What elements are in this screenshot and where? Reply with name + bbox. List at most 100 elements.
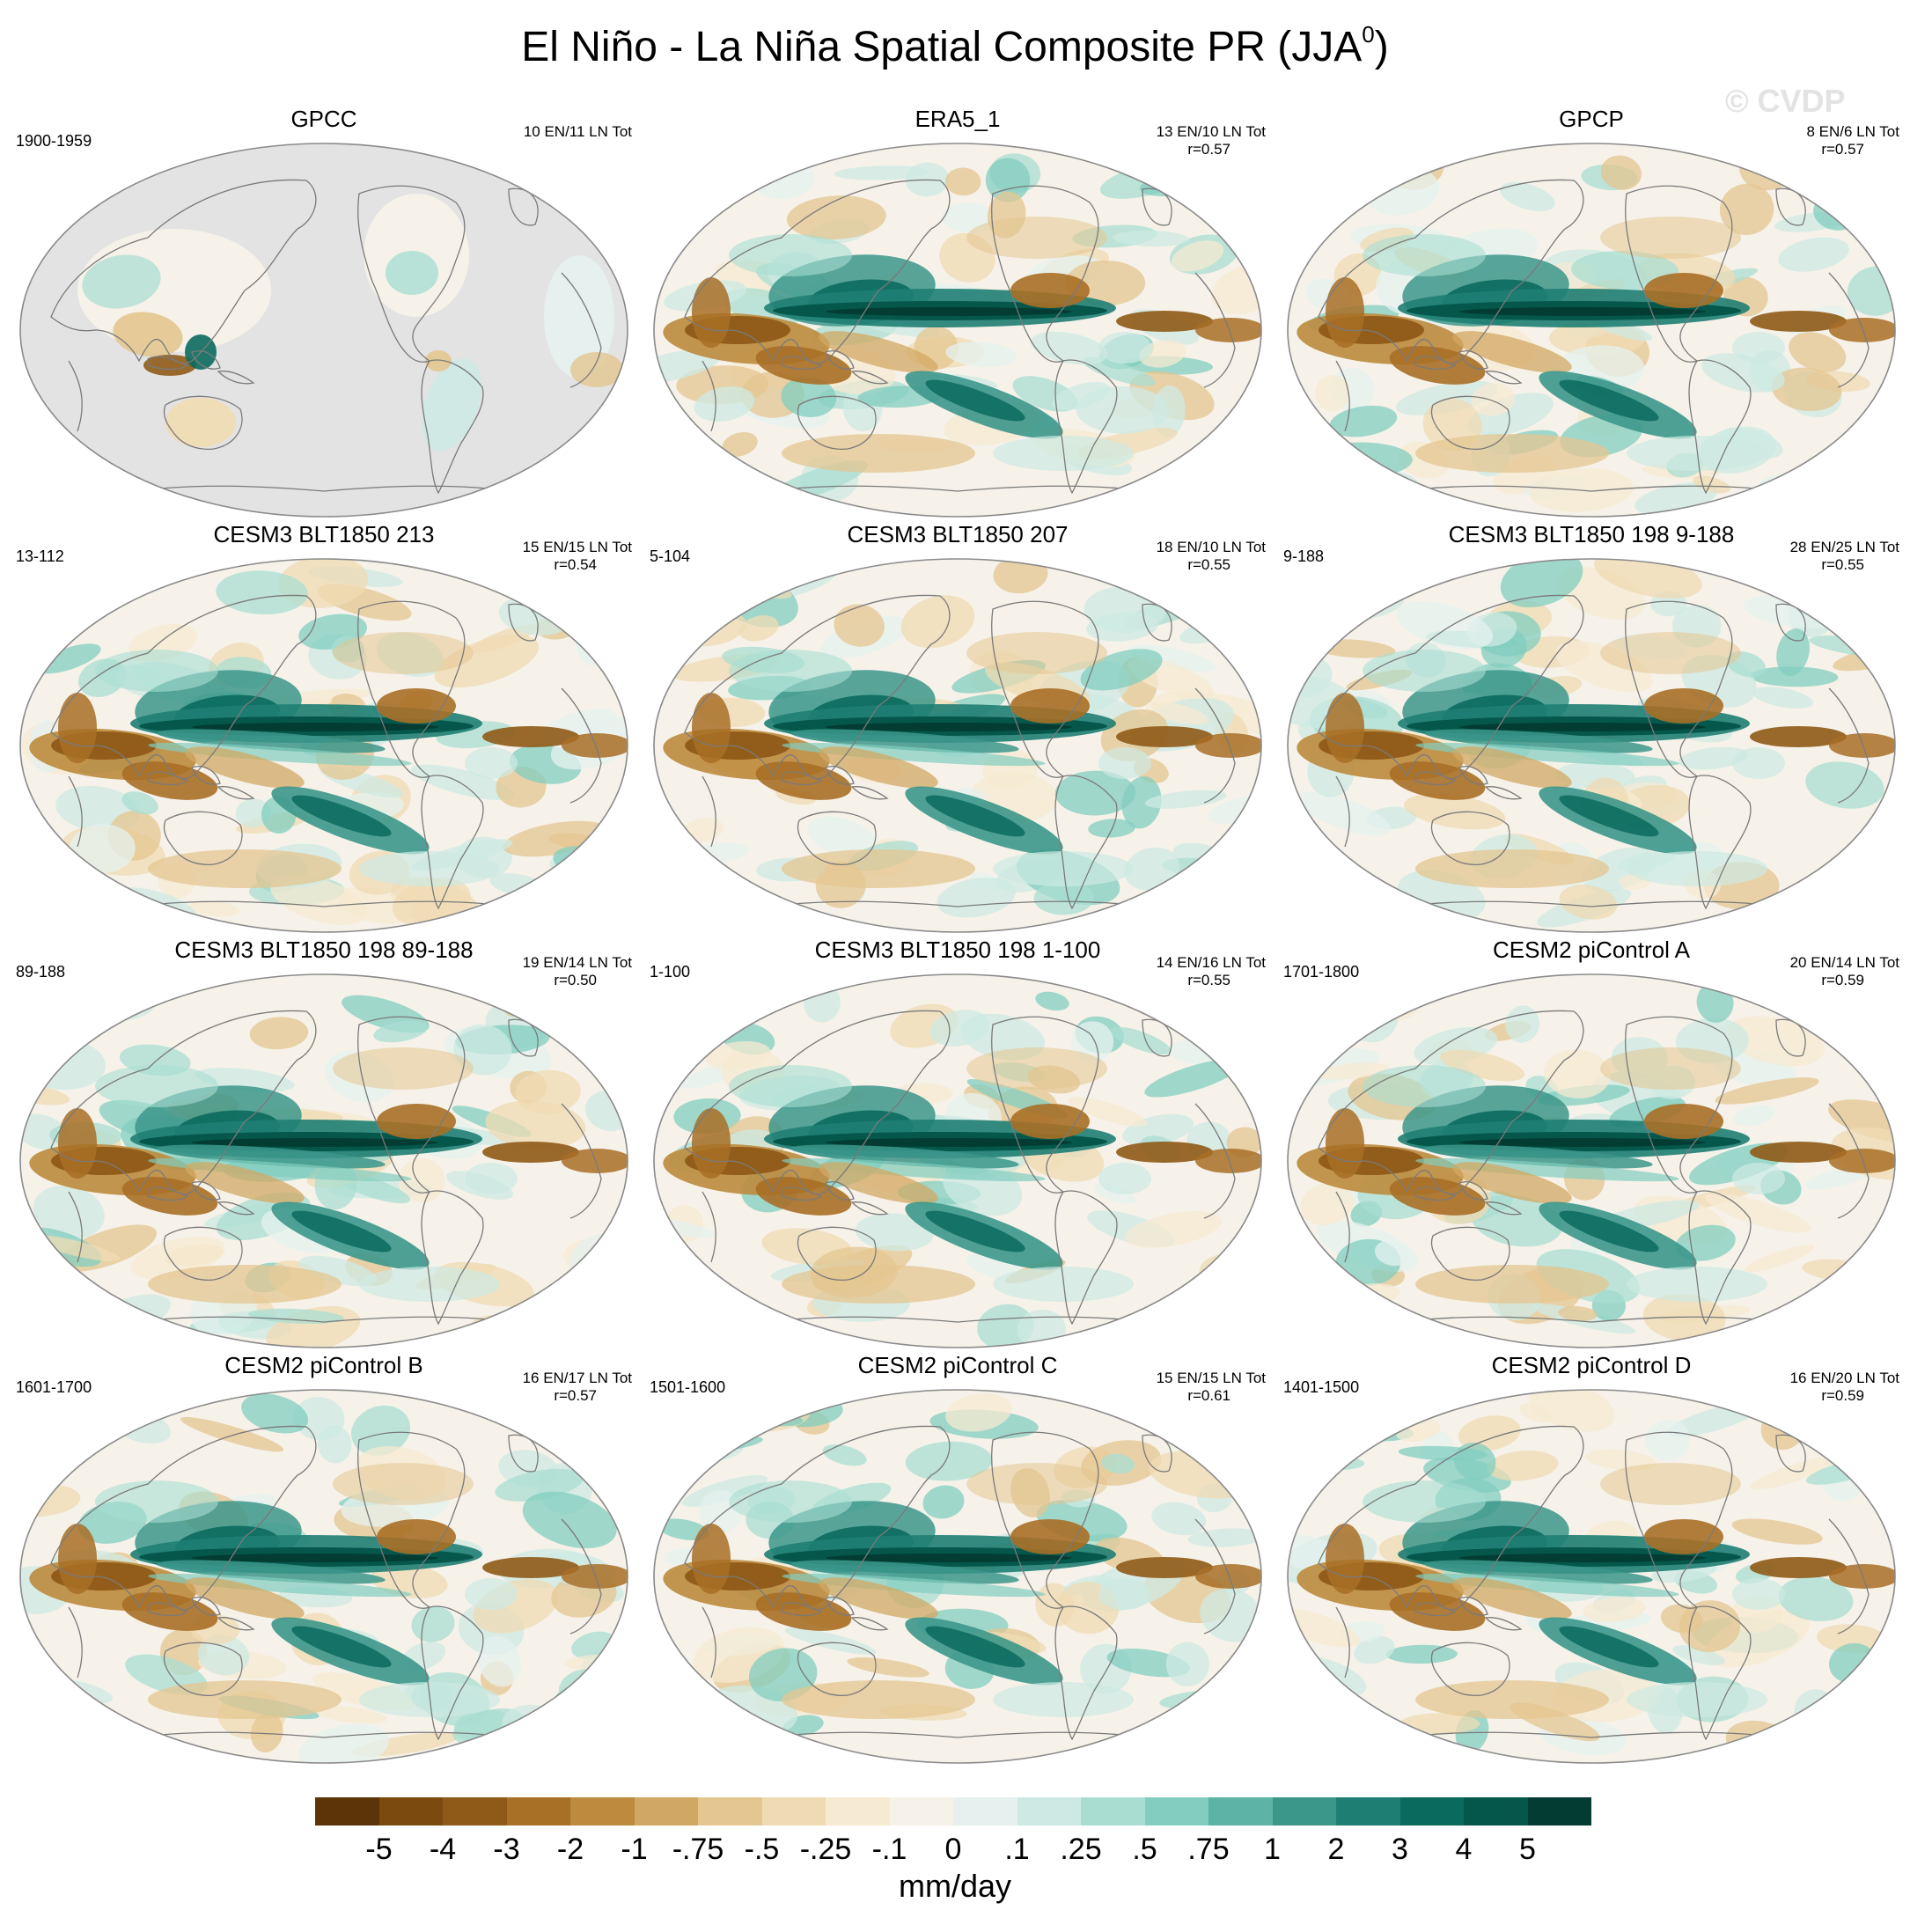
panel-pattern-correlation: r=0.50 bbox=[554, 972, 597, 988]
anomaly-patch bbox=[157, 729, 386, 753]
anomaly-patch bbox=[729, 234, 852, 276]
anomaly-patch bbox=[1805, 761, 1884, 809]
anomaly-patch bbox=[782, 1265, 975, 1304]
anomaly-patch bbox=[692, 277, 731, 348]
anomaly-patch bbox=[1644, 1104, 1723, 1139]
anomaly-patch bbox=[192, 1138, 438, 1147]
panel-period: 1701-1800 bbox=[1283, 963, 1360, 981]
anomaly-patch bbox=[410, 764, 515, 801]
coastline bbox=[754, 1731, 1161, 1740]
anomaly-patch bbox=[1424, 1144, 1653, 1169]
anomaly-patch bbox=[188, 900, 240, 917]
colorbar-tick-label: -.25 bbox=[799, 1833, 852, 1866]
anomaly-patch bbox=[477, 1635, 522, 1687]
anomaly-patch bbox=[1559, 1626, 1659, 1668]
anomaly-patch bbox=[572, 1727, 628, 1763]
anomaly-patch bbox=[1052, 381, 1110, 411]
anomaly-patch bbox=[1829, 733, 1895, 758]
anomaly-patch bbox=[562, 1149, 628, 1173]
panel-event-counts: 16 EN/20 LN Tot bbox=[1789, 1370, 1899, 1386]
colorbar-swatch bbox=[1527, 1797, 1591, 1825]
coastline bbox=[1430, 1226, 1510, 1281]
anomaly-patch bbox=[1452, 746, 1572, 789]
panel-pattern-correlation: r=0.55 bbox=[1187, 556, 1230, 573]
coastline bbox=[1688, 359, 1752, 495]
anomaly-patch bbox=[1459, 723, 1706, 731]
anomaly-patch bbox=[465, 747, 518, 779]
anomaly-patch bbox=[291, 1210, 392, 1252]
anomaly-patch bbox=[544, 255, 614, 378]
coastlines bbox=[1318, 1010, 1870, 1326]
anomaly-patch bbox=[712, 569, 792, 599]
anomaly-patch bbox=[1749, 666, 1839, 687]
anomaly-patch bbox=[1750, 1557, 1847, 1578]
map-field bbox=[654, 559, 1261, 932]
coastline bbox=[1318, 594, 1584, 780]
anomaly-patch bbox=[1385, 1644, 1458, 1664]
map-panel: ERA5_1 13 EN/10 LN Tot r=0.57 bbox=[650, 106, 1266, 518]
colorbar-swatch bbox=[1081, 1797, 1145, 1825]
anomaly-patch bbox=[1199, 1396, 1261, 1431]
anomaly-patch bbox=[694, 386, 755, 422]
coastline bbox=[781, 1186, 823, 1201]
map-frame bbox=[653, 973, 1262, 1348]
anomaly-patch bbox=[148, 1265, 342, 1304]
coastline bbox=[68, 1606, 83, 1679]
panel-title: CESM3 BLT1850 213 bbox=[213, 521, 435, 547]
anomaly-patch bbox=[570, 352, 623, 387]
anomaly-patch bbox=[1856, 1007, 1895, 1039]
anomaly-patch bbox=[95, 650, 218, 692]
anomaly-patch bbox=[49, 1023, 84, 1048]
anomaly-patch bbox=[157, 1144, 386, 1169]
anomaly-patch bbox=[1404, 793, 1506, 830]
anomaly-patch bbox=[1732, 1163, 1785, 1194]
anomaly-patch bbox=[1315, 1062, 1389, 1080]
anomaly-patch bbox=[1415, 1680, 1609, 1719]
anomaly-patch bbox=[1829, 1149, 1895, 1173]
panel-title: ERA5_1 bbox=[915, 106, 1001, 132]
anomaly-patch bbox=[31, 1235, 121, 1261]
anomaly-patch bbox=[58, 693, 97, 763]
map-field bbox=[654, 974, 1261, 1348]
anomaly-patch bbox=[944, 167, 981, 196]
map-panel: CESM3 BLT1850 198 1-100 1-100 14 EN/16 LN … bbox=[650, 937, 1266, 1348]
map-field bbox=[20, 559, 628, 932]
robinson-map bbox=[1287, 558, 1896, 933]
anomaly-patch bbox=[985, 158, 1031, 202]
coastline bbox=[850, 371, 889, 385]
anomaly-patch bbox=[1297, 791, 1392, 836]
anomaly-patch bbox=[1799, 1300, 1891, 1348]
colorbar-swatch bbox=[698, 1797, 762, 1825]
anomaly-patch bbox=[1315, 374, 1350, 412]
anomaly-patch bbox=[1195, 318, 1261, 342]
anomaly-patch bbox=[1600, 1463, 1741, 1505]
anomaly-patch bbox=[1726, 1016, 1825, 1067]
colorbar bbox=[315, 1797, 1591, 1825]
coastline bbox=[421, 359, 484, 495]
panel-period: 89-188 bbox=[16, 963, 66, 981]
map-panel: CESM2 piControl C 1501-1600 15 EN/15 LN To… bbox=[650, 1352, 1266, 1764]
coastline bbox=[1484, 1617, 1523, 1631]
anomaly-patch bbox=[1459, 1554, 1706, 1562]
coastline bbox=[357, 1016, 466, 1194]
anomaly-patch bbox=[298, 1723, 389, 1763]
anomaly-patch bbox=[1715, 1077, 1819, 1105]
anomaly-patch bbox=[1500, 182, 1555, 212]
map-frame bbox=[19, 558, 628, 933]
colorbar-tick-label: -5 bbox=[365, 1833, 393, 1866]
coastline bbox=[754, 1316, 1161, 1325]
anomaly-patch bbox=[1424, 729, 1653, 753]
colorbar-tick-label: .5 bbox=[1132, 1833, 1157, 1866]
anomaly-patch bbox=[250, 1712, 283, 1753]
coastline bbox=[1688, 1605, 1752, 1741]
anomaly-patch bbox=[1544, 1049, 1611, 1099]
coastline bbox=[191, 1181, 221, 1201]
anomaly-patch bbox=[790, 1560, 1019, 1584]
anomaly-patch bbox=[333, 1047, 474, 1090]
anomaly-patch bbox=[900, 595, 975, 649]
anomaly-patch bbox=[1750, 311, 1847, 332]
anomaly-patch bbox=[782, 434, 975, 473]
coastline bbox=[1335, 360, 1350, 432]
anomaly-patch bbox=[422, 358, 481, 452]
anomaly-patch bbox=[1825, 460, 1895, 494]
